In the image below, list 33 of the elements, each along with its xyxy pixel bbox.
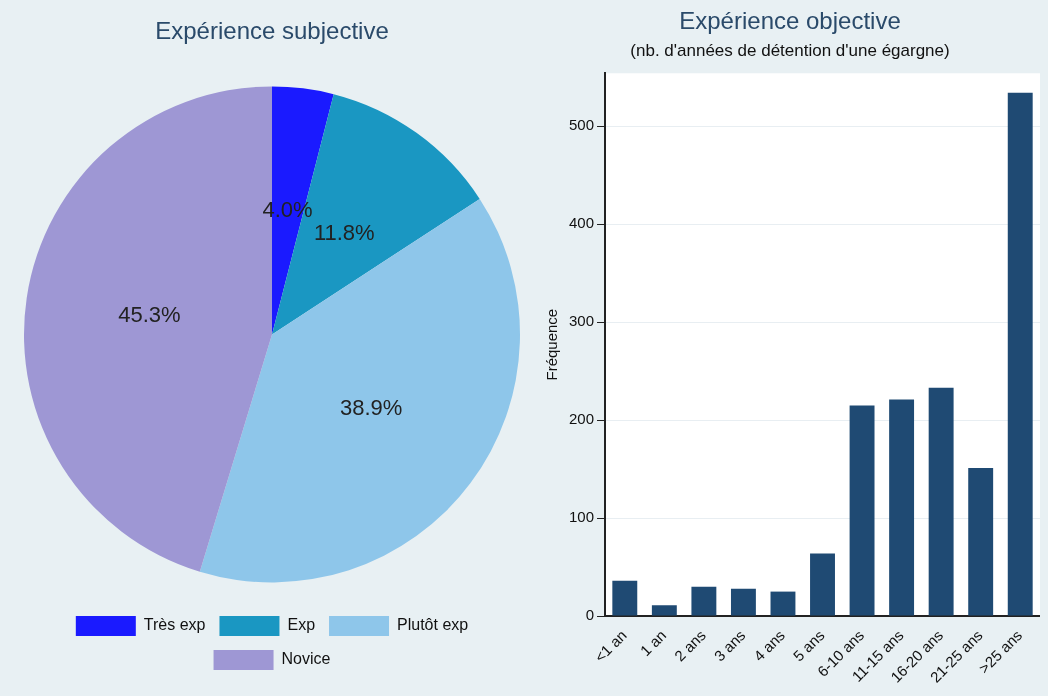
bar (1007, 92, 1033, 616)
x-tick-label: 4 ans (750, 626, 789, 665)
bar (612, 580, 638, 616)
bar (810, 553, 835, 616)
x-tick-label: 2 ans (670, 626, 709, 665)
bar (730, 588, 756, 616)
bar (849, 405, 875, 616)
bar (651, 605, 677, 616)
data-label: 38.9% (339, 394, 403, 420)
legend-label: Novice (281, 650, 331, 668)
legend-label: Exp (287, 616, 316, 634)
y-tick-label: 200 (569, 410, 595, 428)
y-tick-label: 100 (569, 508, 595, 526)
bar (968, 468, 994, 616)
x-tick-label: <1 an (590, 626, 630, 666)
bar (889, 399, 915, 616)
bar (691, 586, 717, 616)
y-axis-title: Fréquence (543, 308, 561, 381)
chart-subtitle: (nb. d'années de détention d'une égargne) (630, 40, 950, 60)
chart-title: Expérience objective (679, 7, 901, 35)
legend-label: Très exp (143, 616, 206, 634)
data-label: 11.8% (313, 219, 375, 245)
y-tick-label: 0 (585, 606, 595, 624)
x-tick-label: 1 an (636, 626, 670, 660)
data-label: 45.3% (118, 302, 181, 328)
y-tick-label: 400 (569, 214, 595, 232)
y-tick-label: 300 (569, 312, 595, 330)
legend-label: Plutôt exp (397, 616, 469, 634)
x-tick-label: 3 ans (710, 626, 749, 665)
bar (928, 387, 954, 616)
y-tick-label: 500 (569, 116, 595, 134)
bar (770, 591, 796, 616)
chart-title: Expérience subjective (155, 17, 389, 45)
